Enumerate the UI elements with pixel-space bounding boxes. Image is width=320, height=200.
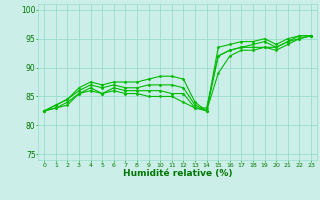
X-axis label: Humidité relative (%): Humidité relative (%) <box>123 169 232 178</box>
